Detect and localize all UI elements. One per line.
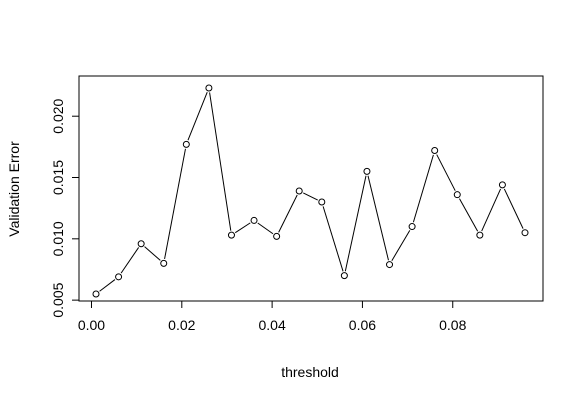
- y-tick-label: 0.015: [50, 160, 66, 195]
- x-tick-label: 0.04: [258, 317, 285, 333]
- data-point: [476, 231, 484, 239]
- data-point: [408, 223, 416, 231]
- data-point: [160, 259, 168, 267]
- series-line-segment: [144, 246, 161, 261]
- data-point: [363, 167, 371, 175]
- data-point: [340, 272, 348, 280]
- series-line-segment: [164, 148, 186, 260]
- plot-frame: [78, 75, 544, 302]
- series-line-segment: [278, 194, 298, 233]
- series-line-segment: [391, 230, 411, 261]
- y-tick-label: 0.010: [50, 221, 66, 256]
- x-axis-label: threshold: [281, 364, 339, 380]
- data-marks: [92, 84, 529, 298]
- data-point: [205, 84, 213, 92]
- series-line-segment: [412, 154, 434, 223]
- series-line-segment: [99, 279, 116, 292]
- data-point: [386, 261, 394, 269]
- series-line-segment: [120, 247, 140, 274]
- data-point: [498, 181, 506, 189]
- data-point: [250, 216, 258, 224]
- y-tick-label: 0.020: [50, 98, 66, 133]
- data-point: [273, 232, 281, 240]
- y-axis: 0.005 0.010 0.015 0.020: [50, 98, 80, 318]
- data-point: [295, 187, 303, 195]
- series-line-segment: [344, 175, 367, 272]
- series-line-segment: [257, 222, 274, 235]
- series-line-segment: [209, 92, 232, 231]
- data-point: [115, 273, 123, 281]
- data-point: [92, 290, 100, 298]
- x-tick-label: 0.00: [78, 317, 105, 333]
- data-point: [521, 229, 529, 237]
- data-point: [431, 147, 439, 155]
- series-line-segment: [234, 222, 251, 234]
- x-tick-label: 0.02: [168, 317, 195, 333]
- series-line-segment: [436, 154, 456, 191]
- y-axis-label: Validation Error: [6, 141, 22, 237]
- x-axis: 0.00 0.02 0.04 0.06 0.08: [78, 300, 467, 333]
- series-line-segment: [367, 175, 389, 261]
- x-tick-label: 0.06: [349, 317, 376, 333]
- series-line-segment: [187, 91, 208, 141]
- series-line-segment: [459, 198, 479, 232]
- data-point: [453, 191, 461, 199]
- series-line-segment: [481, 188, 502, 232]
- data-point: [227, 231, 235, 239]
- series-line-segment: [303, 192, 318, 201]
- series-line-segment: [322, 206, 344, 272]
- data-point: [137, 240, 145, 248]
- y-tick-label: 0.005: [50, 282, 66, 317]
- data-point: [182, 140, 190, 148]
- series-line-segment: [503, 188, 524, 229]
- data-point: [318, 198, 326, 206]
- x-tick-label: 0.08: [439, 317, 466, 333]
